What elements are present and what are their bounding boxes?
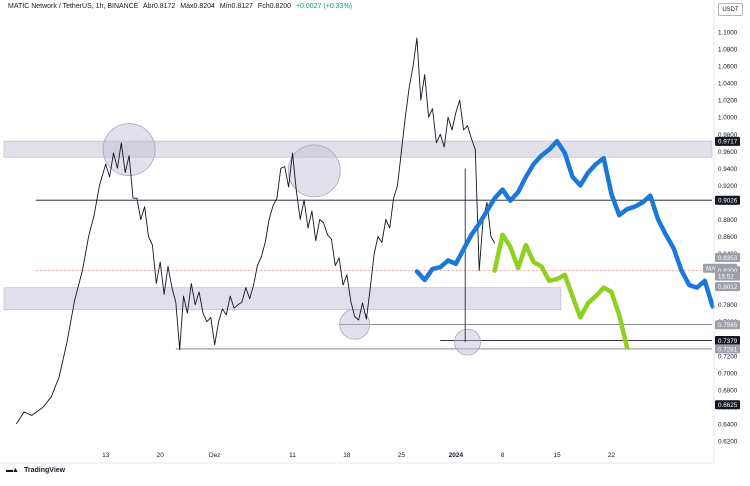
y-tick-label: 1.0400 <box>718 81 738 88</box>
tradingview-logo[interactable]: ▬▲ TradingView <box>6 467 65 474</box>
change-value: +0.0027 (+0.33%) <box>295 3 353 10</box>
y-tick-label: 0.9600 <box>718 149 738 156</box>
price-tag-background <box>715 282 740 292</box>
y-tick-label: 1.1000 <box>718 30 738 37</box>
y-tick-label: 0.8600 <box>718 234 738 241</box>
price-tag[interactable]: 0.8012 <box>715 282 740 292</box>
price-tag[interactable]: 15:52 <box>715 271 740 281</box>
y-tick-label: 1.0600 <box>718 64 738 71</box>
price-tag[interactable]: 0.7565 <box>715 320 740 330</box>
y-tick-label: 0.6200 <box>718 439 738 446</box>
y-tick-label: 0.9400 <box>718 166 738 173</box>
price-tag-background <box>715 344 740 354</box>
price-tag-background <box>715 136 740 146</box>
y-tick-label: 0.6400 <box>718 421 738 428</box>
price-tag-label: 0.8012 <box>718 284 738 291</box>
y-tick-label: 0.7800 <box>718 302 738 309</box>
zone-rect[interactable] <box>3 140 713 158</box>
price-tag-label: 15:52 <box>718 274 734 281</box>
x-tick-label: 18 <box>343 452 351 459</box>
green-forecast-path[interactable] <box>492 232 630 350</box>
price-tag-background <box>715 253 740 263</box>
price-tag[interactable]: 0.8353 <box>715 253 740 263</box>
price-tag-label: 0.7379 <box>718 338 738 345</box>
y-tick-label: 1.0200 <box>718 98 738 105</box>
price-tag-label: 0.6625 <box>718 402 738 409</box>
highlight-circle[interactable] <box>287 144 341 198</box>
price-tag-background <box>715 400 740 410</box>
symbol-title[interactable]: MATIC Network / TetherUS, 1h, BINANCE <box>8 3 139 10</box>
price-tag-label: 0.7565 <box>718 322 738 329</box>
y-tick-label: 0.8800 <box>718 217 738 224</box>
x-tick-label: 15 <box>553 452 561 459</box>
price-tag[interactable]: 0.9717 <box>715 136 740 146</box>
y-tick-label: 1.0800 <box>718 47 738 54</box>
y-tick-label: 1.0000 <box>718 115 738 122</box>
price-tag-background <box>715 336 740 346</box>
currency-button[interactable]: USDT <box>718 3 743 16</box>
price-tag[interactable]: 0.7281 <box>715 344 740 354</box>
y-tick-label: 0.9200 <box>718 183 738 190</box>
highlight-circle[interactable] <box>339 308 371 340</box>
tradingview-logo-icon: ▬▲ <box>6 467 19 474</box>
price-tag[interactable]: 0.6625 <box>715 400 740 410</box>
x-tick-label: 20 <box>157 452 165 459</box>
price-tag[interactable]: 0.7379 <box>715 336 740 346</box>
x-tick-label: 2024 <box>449 452 464 459</box>
y-tick-label: 0.7200 <box>718 353 738 360</box>
x-tick-label: 22 <box>608 452 616 459</box>
x-tick-label: 11 <box>289 452 296 459</box>
price-tag-label: 0.9717 <box>718 139 738 146</box>
price-tag-background <box>715 320 740 330</box>
price-tag-background <box>715 271 740 281</box>
x-tick-label: 25 <box>398 452 406 459</box>
y-tick-label: 0.9800 <box>718 132 738 139</box>
x-tick-label: 8 <box>501 452 505 459</box>
close-value: Fch0.8200 <box>257 3 292 10</box>
y-tick-label: 0.7000 <box>718 370 738 377</box>
highlight-circle[interactable] <box>454 328 481 356</box>
tradingview-logo-text: TradingView <box>24 467 66 474</box>
price-tag-background <box>715 195 740 205</box>
price-tag[interactable]: 0.9026 <box>715 195 740 205</box>
price-tag-label: 0.8200 <box>718 268 738 275</box>
price-tag-label: 0.8353 <box>718 255 738 262</box>
chart-header: MATIC Network / TetherUS, 1h, BINANCE Ab… <box>8 3 355 10</box>
price-tag-label: 0.9026 <box>718 198 738 205</box>
low-value: Mín0.8127 <box>219 3 253 10</box>
price-series-line <box>15 37 496 425</box>
blue-forecast-path[interactable] <box>414 138 715 309</box>
high-value: Máx0.8204 <box>180 3 215 10</box>
x-tick-label: 13 <box>102 452 110 459</box>
x-tick-label: Dez <box>209 452 221 459</box>
zone-rect[interactable] <box>3 287 562 311</box>
y-tick-label: 0.6800 <box>718 387 738 394</box>
price-tag-label: 0.7281 <box>718 346 738 353</box>
open-value: Abr0.8172 <box>143 3 176 10</box>
